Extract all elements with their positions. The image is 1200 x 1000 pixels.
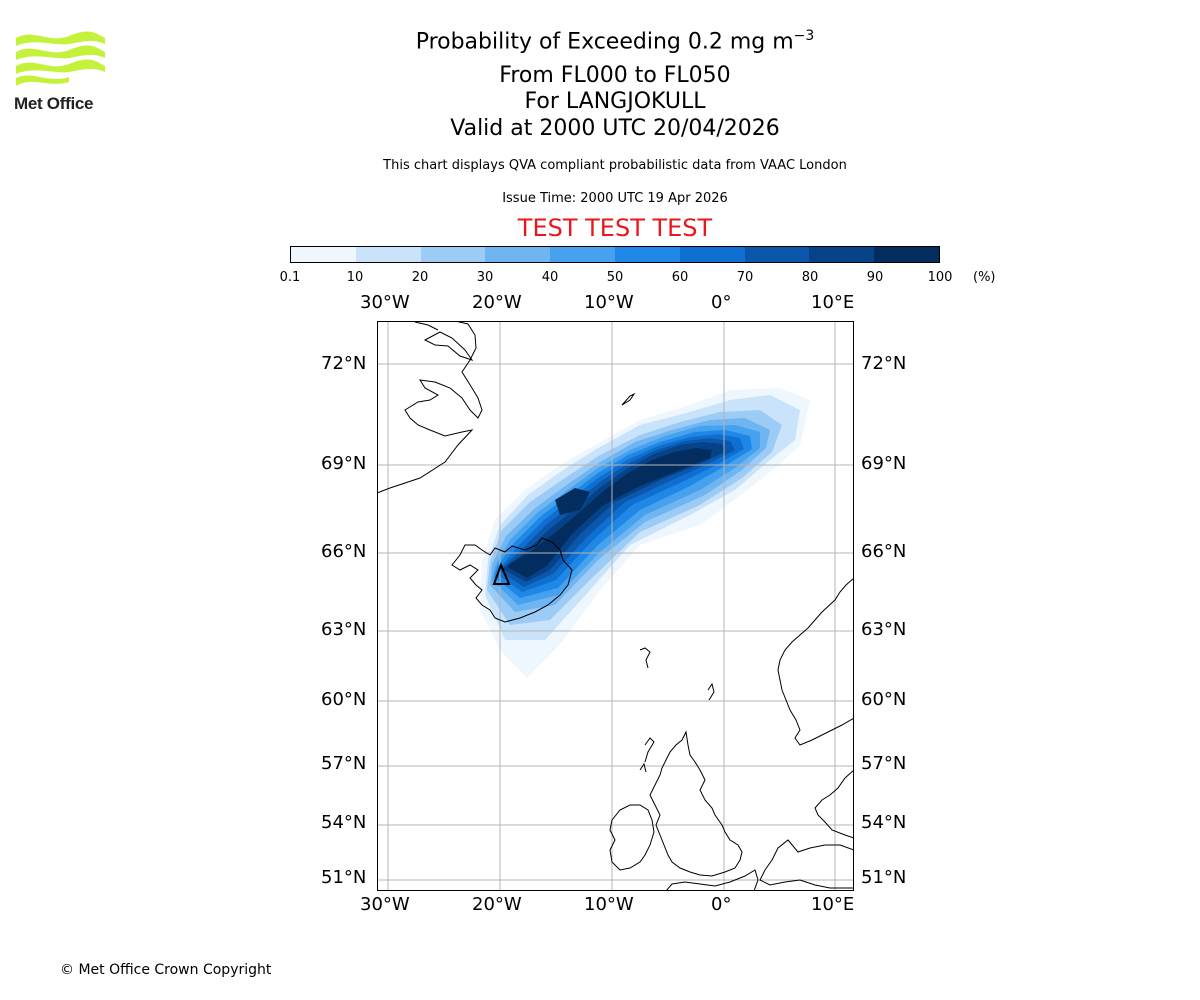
test-banner: TEST TEST TEST	[517, 214, 713, 242]
colorbar-tick: 20	[411, 270, 429, 285]
lon-label-top: 30°W	[360, 292, 410, 313]
ash-probability-map	[377, 321, 854, 891]
lat-label-right: 57°N	[861, 753, 907, 774]
graticule	[377, 321, 854, 891]
title-valid: Valid at 2000 UTC 20/04/2026	[450, 116, 780, 141]
lat-label-right: 66°N	[861, 541, 907, 562]
colorbar-tick: 50	[606, 270, 624, 285]
lon-label-top: 0°	[711, 292, 732, 313]
lon-label-bottom: 10°W	[584, 894, 634, 915]
title-main: Probability of Exceeding 0.2 mg m	[415, 29, 794, 55]
lat-label-right: 60°N	[861, 689, 907, 710]
chart-title: Probability of Exceeding 0.2 mg m−3	[15, 28, 1200, 54]
copyright: © Met Office Crown Copyright	[60, 962, 272, 978]
chart-description: This chart displays QVA compliant probab…	[383, 158, 847, 173]
lon-label-bottom: 20°W	[472, 894, 522, 915]
colorbar-bin	[614, 247, 680, 262]
colorbar-unit: (%)	[973, 270, 996, 285]
colorbar-bin	[355, 247, 421, 262]
colorbar-tick: 90	[866, 270, 884, 285]
colorbar-tick: 30	[476, 270, 494, 285]
lon-label-top: 10°E	[811, 292, 855, 313]
colorbar-bin	[809, 247, 875, 262]
lon-label-top: 10°W	[584, 292, 634, 313]
colorbar-tick: 10	[346, 270, 364, 285]
lat-label-left: 72°N	[321, 353, 367, 374]
lat-label-left: 63°N	[321, 619, 367, 640]
colorbar-bin	[874, 247, 939, 262]
lat-label-right: 72°N	[861, 353, 907, 374]
lon-label-bottom: 10°E	[811, 894, 855, 915]
issue-time: Issue Time: 2000 UTC 19 Apr 2026	[502, 191, 728, 206]
lat-label-right: 51°N	[861, 867, 907, 888]
logo-text: Met Office	[14, 94, 94, 113]
colorbar-tick: 60	[671, 270, 689, 285]
lat-label-left: 69°N	[321, 453, 367, 474]
coastlines	[377, 321, 854, 891]
lat-label-left: 57°N	[321, 753, 367, 774]
met-office-logo: Met Office	[14, 30, 109, 113]
colorbar-tick: 70	[736, 270, 754, 285]
met-office-waves-icon	[16, 31, 105, 86]
colorbar	[290, 246, 940, 263]
lon-label-bottom: 0°	[711, 894, 732, 915]
lat-label-left: 51°N	[321, 867, 367, 888]
colorbar-bin	[744, 247, 810, 262]
colorbar-tick: 80	[801, 270, 819, 285]
lat-label-left: 54°N	[321, 812, 367, 833]
lon-label-top: 20°W	[472, 292, 522, 313]
colorbar-bin	[485, 247, 551, 262]
colorbar-bin	[420, 247, 486, 262]
colorbar-tick: 100	[927, 270, 953, 285]
colorbar-bin	[291, 247, 356, 262]
colorbar-tick: 0.1	[279, 270, 301, 285]
lat-label-right: 63°N	[861, 619, 907, 640]
title-level: From FL000 to FL050	[499, 63, 731, 88]
ash-plume	[480, 388, 810, 678]
lat-label-right: 54°N	[861, 812, 907, 833]
lat-label-left: 60°N	[321, 689, 367, 710]
lon-label-bottom: 30°W	[360, 894, 410, 915]
map-frame	[377, 321, 854, 891]
colorbar-bin	[679, 247, 745, 262]
colorbar-bin	[550, 247, 615, 262]
volcano-triangle-icon	[492, 562, 511, 585]
lat-label-left: 66°N	[321, 541, 367, 562]
title-location: For LANGJOKULL	[524, 89, 706, 114]
lat-label-right: 69°N	[861, 453, 907, 474]
colorbar-tick: 40	[541, 270, 559, 285]
title-superscript: −3	[793, 28, 815, 44]
